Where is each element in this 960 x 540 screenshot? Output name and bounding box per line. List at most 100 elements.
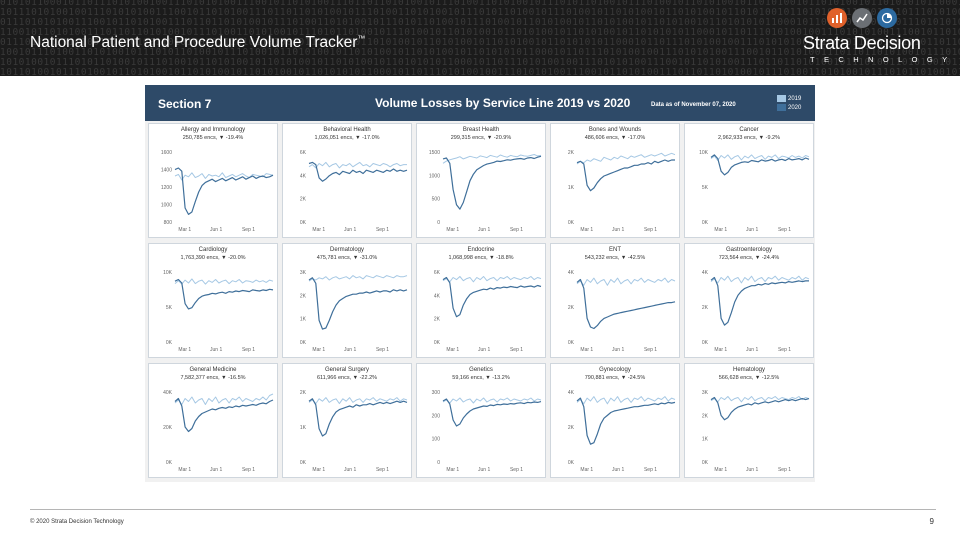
x-tick-label: Sep 1	[644, 467, 657, 473]
y-tick-label: 3K	[300, 270, 307, 276]
y-tick-label: 1200	[161, 185, 172, 191]
x-tick-label: Jun 1	[478, 227, 490, 233]
y-tick-label: 1K	[702, 437, 709, 443]
y-tick-label: 5K	[702, 185, 709, 191]
x-tick-label: Sep 1	[242, 227, 255, 233]
series-line-2019	[710, 275, 810, 284]
chart-plot: 4K 2K 0K Mar 1 Jun 1 Sep 1	[702, 270, 810, 353]
x-tick-label: Sep 1	[510, 347, 523, 353]
y-tick-label: 1400	[161, 168, 172, 174]
chart-plot: 10K 5K 0K Mar 1 Jun 1 Sep 1	[699, 150, 810, 233]
x-tick-label: Jun 1	[478, 347, 490, 353]
chart-panel-genetics: Genetics 59,166 encs, ▼ -13.2% 300 200 100 0 M…	[416, 363, 546, 478]
trend-line-icon	[852, 8, 872, 28]
pie-chart-icon	[877, 8, 897, 28]
page-title: National Patient and Procedure Volume Tr…	[30, 34, 366, 52]
x-tick-label: Mar 1	[312, 227, 325, 233]
chart-subtitle: 1,026,051 encs, ▼ -17.0%	[314, 135, 380, 141]
bar-chart-icon	[827, 8, 847, 28]
chart-plot: 6K 4K 2K 0K Mar 1 Jun 1 Sep 1	[434, 270, 542, 353]
y-tick-label: 2K	[568, 305, 575, 311]
chart-title: Dermatology	[329, 247, 364, 253]
chart-grid: Allergy and Immunology 250,785 encs, ▼ -1…	[148, 123, 815, 482]
chart-subtitle: 59,166 encs, ▼ -13.2%	[452, 375, 510, 381]
chart-title: ENT	[609, 247, 621, 253]
x-tick-label: Mar 1	[178, 347, 191, 353]
x-tick-label: Sep 1	[510, 467, 523, 473]
y-tick-label: 4K	[702, 270, 709, 276]
x-tick-label: Mar 1	[580, 227, 593, 233]
x-tick-label: Jun 1	[210, 467, 222, 473]
y-tick-label: 1000	[161, 203, 172, 209]
y-tick-label: 200	[432, 413, 441, 419]
legend-item-2019: 2019	[777, 94, 801, 103]
legend-swatch-2020	[777, 104, 786, 111]
x-tick-label: Mar 1	[714, 467, 727, 473]
x-tick-label: Jun 1	[210, 227, 222, 233]
x-tick-label: Jun 1	[344, 467, 356, 473]
chart-panel-general-medicine: General Medicine 7,582,377 encs, ▼ -16.5%…	[148, 363, 278, 478]
chart-plot: 2K 1K 0K Mar 1 Jun 1 Sep 1	[300, 390, 408, 473]
chart-plot: 2K 1K 0K Mar 1 Jun 1 Sep 1	[568, 150, 676, 233]
x-tick-label: Mar 1	[580, 347, 593, 353]
y-tick-label: 0	[437, 220, 440, 226]
y-tick-label: 10K	[699, 150, 709, 156]
y-tick-label: 0K	[166, 460, 173, 466]
x-tick-label: Mar 1	[178, 467, 191, 473]
x-tick-label: Mar 1	[312, 467, 325, 473]
y-tick-label: 1K	[300, 317, 307, 323]
x-tick-label: Mar 1	[714, 347, 727, 353]
y-tick-label: 1500	[429, 150, 440, 156]
chart-title: Genetics	[469, 367, 493, 373]
y-tick-label: 1600	[161, 150, 172, 156]
series-line-2020	[308, 277, 408, 330]
chart-title: Endocrine	[467, 247, 495, 253]
series-line-2019	[174, 393, 274, 405]
chart-title: Gynecology	[599, 367, 631, 373]
x-tick-label: Jun 1	[612, 227, 624, 233]
series-line-2020	[308, 161, 408, 182]
chart-plot: 300 200 100 0 Mar 1 Jun 1 Sep 1	[432, 390, 542, 473]
chart-title: Bones and Wounds	[588, 127, 642, 133]
chart-plot: 1500 1000 500 0 Mar 1 Jun 1 Sep 1	[429, 150, 542, 233]
chart-panel-gastroenterology: Gastroenterology 723,564 encs, ▼ -24.4% 4K…	[684, 243, 814, 358]
legend: 2019 2020	[777, 94, 801, 112]
company-logo-subtitle: TECHNOLOGY	[810, 55, 957, 64]
y-tick-label: 4K	[568, 390, 575, 396]
x-tick-label: Sep 1	[778, 227, 791, 233]
x-tick-label: Sep 1	[644, 227, 657, 233]
chart-panel-gynecology: Gynecology 790,881 encs, ▼ -24.5% 4K 2K 0K Ma…	[550, 363, 680, 478]
x-tick-label: Sep 1	[778, 467, 791, 473]
trademark-symbol: ™	[357, 34, 366, 43]
y-tick-label: 0K	[300, 460, 307, 466]
header-banner: 0101011000101101110101001001110101010011…	[0, 0, 960, 76]
chart-panel-hematology: Hematology 566,628 encs, ▼ -12.5% 3K 2K 1K 0K…	[684, 363, 814, 478]
dashboard-header: Section 7 Volume Losses by Service Line …	[145, 85, 815, 121]
footer-divider	[30, 509, 936, 510]
x-tick-label: Jun 1	[746, 467, 758, 473]
x-tick-label: Sep 1	[376, 347, 389, 353]
chart-title: General Medicine	[189, 367, 237, 373]
x-tick-label: Sep 1	[644, 347, 657, 353]
y-tick-label: 6K	[434, 270, 441, 276]
legend-label-2019: 2019	[788, 95, 802, 102]
x-tick-label: Mar 1	[312, 347, 325, 353]
copyright-text: © 2020 Strata Decision Technology	[30, 519, 124, 525]
y-tick-label: 4K	[300, 173, 307, 179]
x-tick-label: Mar 1	[446, 347, 459, 353]
y-tick-label: 100	[432, 437, 441, 443]
chart-panel-general-surgery: General Surgery 611,966 encs, ▼ -22.2% 2K 1…	[282, 363, 412, 478]
chart-panel-cardiology: Cardiology 1,763,390 encs, ▼ -20.0% 10K 5K 0…	[148, 243, 278, 358]
chart-title: Cancer	[739, 127, 759, 133]
x-tick-label: Sep 1	[376, 227, 389, 233]
series-line-2019	[442, 397, 542, 404]
series-line-2020	[710, 154, 810, 176]
series-line-2020	[442, 276, 542, 318]
chart-panel-dermatology: Dermatology 475,781 encs, ▼ -31.0% 3K 2K 1K 0…	[282, 243, 412, 358]
legend-label-2020: 2020	[788, 104, 802, 111]
y-tick-label: 2K	[300, 390, 307, 396]
y-tick-label: 1K	[300, 425, 307, 431]
y-tick-label: 0K	[568, 460, 575, 466]
chart-subtitle: 723,564 encs, ▼ -24.4%	[718, 255, 780, 261]
chart-subtitle: 1,068,998 encs, ▼ -18.8%	[448, 255, 514, 261]
